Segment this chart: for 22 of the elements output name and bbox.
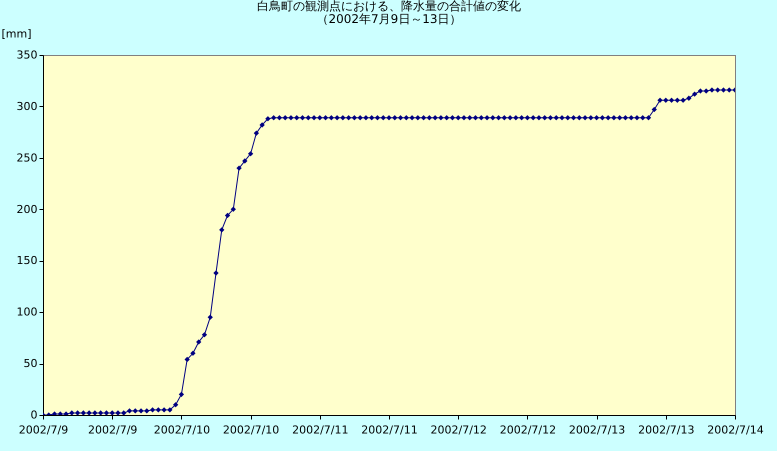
x-tick-label: 2002/7/11	[361, 424, 418, 436]
chart-subtitle: （2002年7月9日～13日）	[316, 12, 462, 26]
y-tick-label: 200	[16, 202, 38, 216]
x-tick-label: 2002/7/10	[154, 424, 210, 436]
y-tick-label: 250	[16, 151, 38, 164]
y-tick-label: 0	[30, 408, 38, 422]
chart-title: 白鳥町の観測点における、降水量の合計値の変化	[257, 0, 521, 13]
y-tick-label: 150	[16, 254, 38, 268]
x-tick-label: 2002/7/13	[638, 424, 695, 436]
x-tick-label: 2002/7/10	[222, 424, 280, 436]
y-tick-label: 300	[16, 100, 38, 113]
x-tick-label: 2002/7/9	[18, 424, 68, 436]
y-tick-label: 100	[16, 306, 38, 319]
x-tick-label: 2002/7/12	[500, 424, 556, 436]
x-tick-label: 2002/7/9	[88, 424, 138, 436]
y-tick-label: 350	[16, 48, 38, 62]
y-tick-label: 50	[24, 357, 38, 370]
x-tick-label: 2002/7/12	[430, 424, 487, 436]
y-axis-title: [mm]	[2, 28, 32, 40]
x-tick-label: 2002/7/13	[568, 424, 626, 436]
x-tick-label: 2002/7/11	[292, 424, 349, 436]
x-tick-label: 2002/7/14	[707, 424, 764, 436]
